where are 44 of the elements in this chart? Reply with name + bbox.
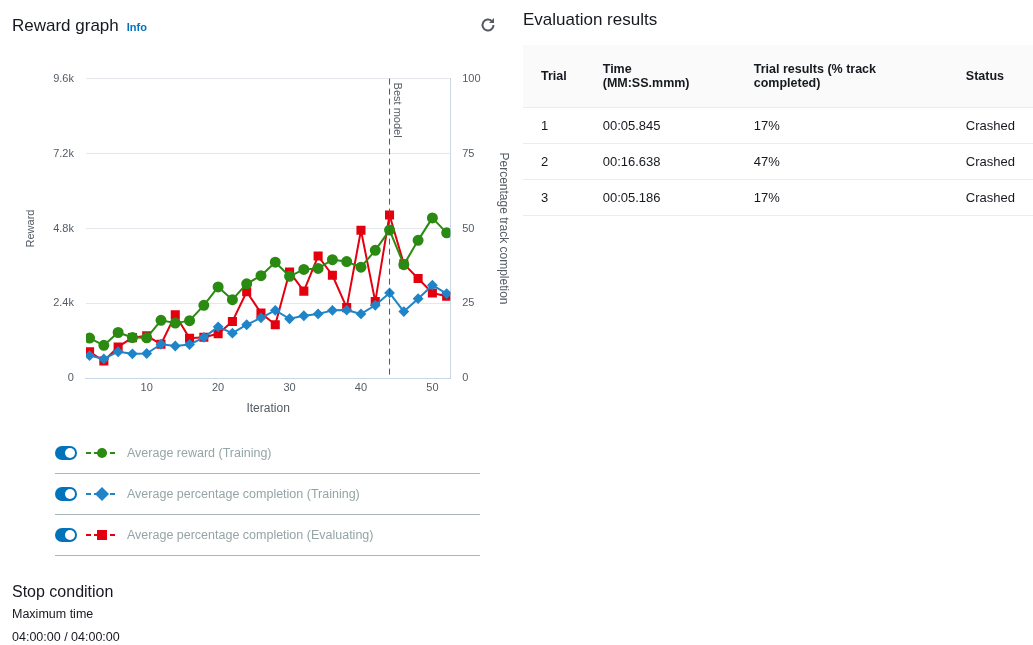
text: 00:05.186 xyxy=(602,190,661,205)
text: Evaluation results xyxy=(523,10,659,30)
category-label: Time (MM:SS.mmm) xyxy=(584,45,736,108)
legend-label: Average percentage completion (Evaluating) xyxy=(127,528,374,542)
y-axis-title: Reward xyxy=(23,209,36,248)
x-tick-label: 30 xyxy=(283,381,296,394)
y2-tick-label: 50 xyxy=(462,221,475,234)
y-tick-label: 7.2k xyxy=(53,146,75,159)
text: Stop condition xyxy=(12,583,115,601)
text: Crashed xyxy=(965,154,1015,169)
text: Maximum time xyxy=(12,607,95,621)
text: 00:05.845 xyxy=(602,118,661,133)
x-tick-label: 50 xyxy=(426,381,439,394)
y2-tick-label: 0 xyxy=(462,371,469,384)
text: Crashed xyxy=(965,118,1015,133)
y2-tick-label: 75 xyxy=(462,146,475,159)
text: 3 xyxy=(541,190,549,205)
text: 17% xyxy=(753,190,780,205)
text: Crashed xyxy=(965,190,1015,205)
x-tick-label: 20 xyxy=(212,381,225,394)
legend-label: Average percentage completion (Training) xyxy=(127,487,360,501)
text: 04:00:00 / 04:00:00 xyxy=(12,630,120,644)
x-tick-label: 10 xyxy=(140,381,153,394)
text: 1 xyxy=(541,118,549,133)
chart-subtitle: Info xyxy=(126,21,147,33)
text: 2 xyxy=(541,154,549,169)
y-tick-label: 2.4k xyxy=(53,296,75,309)
y2-tick-label: 100 xyxy=(462,71,481,84)
legend-label: Average reward (Training) xyxy=(127,446,272,460)
category-label: Trial results (% track completed) xyxy=(735,45,948,108)
x-axis-title: Iteration xyxy=(246,401,290,416)
y2-tick-label: 25 xyxy=(462,296,475,309)
category-label: Status xyxy=(947,45,1033,108)
text: 00:16.638 xyxy=(602,154,661,169)
chart-title: Reward graph xyxy=(12,16,119,35)
text: 47% xyxy=(753,154,780,169)
x-tick-label: 40 xyxy=(354,381,368,394)
y-tick-label: 9.6k xyxy=(53,71,75,84)
text: 17% xyxy=(753,118,780,133)
y-tick-label: 4.8k xyxy=(53,221,75,234)
ref-line-label: Best model xyxy=(392,82,405,138)
y-tick-label: 0 xyxy=(67,371,74,384)
y2-axis-title: Percentage track completion xyxy=(497,152,512,305)
category-label: Trial xyxy=(523,45,585,108)
